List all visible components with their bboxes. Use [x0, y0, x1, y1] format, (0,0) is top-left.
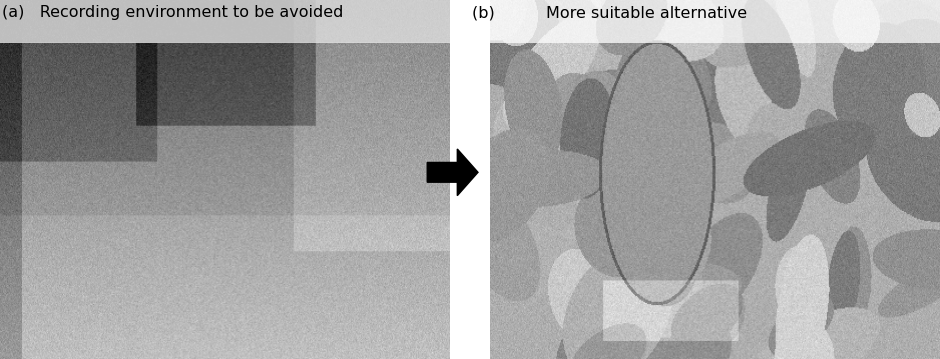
Bar: [450, 0, 490, 359]
Text: (a)   Recording environment to be avoided: (a) Recording environment to be avoided: [2, 5, 343, 20]
Bar: [0, 0, 450, 43]
FancyArrow shape: [428, 149, 478, 196]
Text: (b)          More suitable alternative: (b) More suitable alternative: [472, 5, 747, 20]
Bar: [490, 0, 940, 43]
